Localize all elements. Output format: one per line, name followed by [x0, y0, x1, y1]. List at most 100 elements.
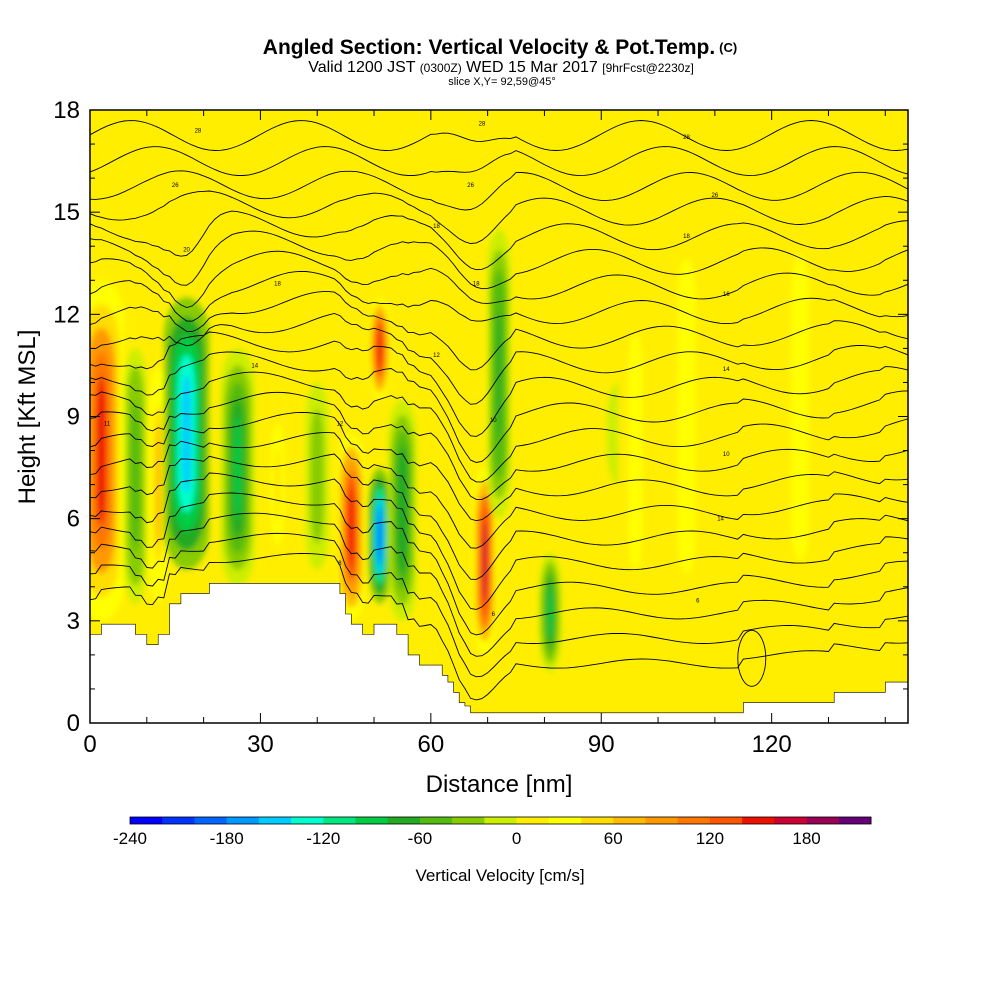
theta-contour — [90, 411, 908, 522]
colorbar-swatch — [452, 817, 485, 824]
theta-contour — [90, 492, 908, 636]
colorbar-swatch — [838, 817, 872, 824]
colorbar-swatch — [162, 817, 195, 824]
contour-label: 18 — [683, 234, 690, 240]
velocity-band — [631, 360, 639, 541]
velocity-band — [482, 520, 488, 603]
velocity-cell — [220, 348, 255, 587]
valid-forecast: [9hrFcst@2230z] — [602, 61, 694, 75]
x-tick-label: 60 — [417, 731, 444, 758]
contour-label: 16 — [723, 292, 730, 298]
contour-label: 6 — [492, 612, 496, 618]
contour-label: 20 — [183, 248, 190, 254]
velocity-band — [275, 447, 280, 523]
y-tick-label: 0 — [67, 710, 80, 737]
velocity-cell — [663, 144, 710, 689]
colorbar-swatch — [581, 817, 614, 824]
velocity-cell — [337, 433, 366, 621]
velocity-cell — [618, 246, 653, 655]
velocity-band — [681, 296, 692, 537]
x-tick-label: 120 — [752, 731, 792, 758]
contour-label: 28 — [683, 135, 690, 141]
theta-contour — [90, 250, 908, 308]
valid-time-line: Valid 1200 JST (0300Z) WED 15 Mar 2017 [… — [2, 60, 1000, 76]
theta-contour — [90, 170, 908, 211]
chart-header: Angled Section: Vertical Velocity & Pot.… — [0, 36, 1000, 88]
contour-label: 18 — [274, 282, 281, 288]
theta-contour-closed — [737, 629, 767, 687]
velocity-band — [377, 325, 382, 371]
contour-label: 12 — [337, 421, 344, 427]
theta-contour — [90, 532, 908, 678]
velocity-band — [314, 434, 320, 518]
velocity-band — [547, 586, 553, 639]
colorbar-tick-label: 60 — [604, 829, 623, 848]
x-tick-label: 30 — [247, 731, 274, 758]
contour-label: 8 — [338, 561, 342, 567]
colorbar-swatch — [516, 817, 550, 824]
theta-contour — [90, 553, 908, 701]
colorbar-swatch — [323, 817, 357, 824]
colorbar-tick-label: -60 — [408, 829, 433, 848]
colorbar-swatch — [355, 817, 389, 824]
theta-contour — [90, 210, 908, 271]
y-tick-label: 12 — [53, 301, 80, 328]
contour-label: 14 — [723, 367, 730, 373]
velocity-band — [182, 373, 192, 494]
y-tick-label: 9 — [67, 404, 80, 431]
contour-label: 28 — [479, 122, 486, 128]
colorbar-swatch — [258, 817, 292, 824]
colorbar-tick-label: -120 — [306, 829, 340, 848]
y-tick-label: 18 — [53, 97, 80, 124]
velocity-field — [90, 144, 823, 689]
colorbar-border — [129, 816, 872, 825]
theta-contour — [90, 453, 908, 580]
contour-label: 26 — [172, 183, 179, 189]
velocity-cell — [777, 144, 823, 672]
velocity-cell — [368, 297, 392, 400]
velocity-cell — [163, 297, 210, 570]
theta-contour — [90, 120, 908, 151]
theta-contour — [90, 270, 908, 325]
colorbar-swatch — [806, 817, 840, 824]
velocity-cell — [124, 348, 147, 604]
colorbar-title: Vertical Velocity [cm/s] — [415, 866, 584, 885]
contour-label: 28 — [195, 128, 202, 134]
y-tick-label: 3 — [67, 608, 80, 635]
contour-label: 10 — [723, 452, 730, 458]
velocity-band — [377, 505, 382, 566]
x-tick-label: 90 — [588, 731, 615, 758]
chart-title-line: Angled Section: Vertical Velocity & Pot.… — [0, 36, 1000, 60]
contour-label: 10 — [490, 418, 497, 424]
contour-label: 6 — [696, 598, 700, 604]
slice-info: slice X,Y= 92,59@45° — [448, 76, 556, 88]
x-axis: 0 30 60 90 120 — [83, 110, 886, 758]
y-axis-title: Height [Kft MSL] — [14, 330, 41, 505]
theta-contour — [90, 391, 908, 500]
colorbar-swatch — [130, 817, 163, 824]
contour-label: 14 — [251, 363, 258, 369]
contour-label: 26 — [467, 183, 474, 189]
contour-label: 18 — [473, 282, 480, 288]
velocity-cell — [487, 229, 511, 519]
colorbar-swatch — [291, 817, 324, 824]
y-tick-label: 6 — [67, 506, 80, 533]
theta-contour — [90, 291, 908, 371]
velocity-cell — [90, 280, 125, 621]
colorbar-tick-label: 0 — [512, 829, 521, 848]
velocity-cell — [305, 382, 329, 570]
velocity-band — [496, 310, 502, 438]
contour-label: 18 — [433, 224, 440, 230]
theta-contour — [90, 190, 908, 244]
colorbar-swatch — [742, 817, 775, 824]
theta-contour — [90, 472, 908, 610]
contour-label: 14 — [717, 517, 724, 523]
colorbar-swatch — [645, 817, 679, 824]
theta-contour — [90, 313, 908, 405]
terrain-mask — [90, 583, 908, 723]
colorbar-tick-label: 180 — [792, 829, 820, 848]
theta-contour — [90, 230, 908, 290]
colorbar-swatch — [677, 817, 711, 824]
y-tick-label: 15 — [53, 199, 80, 226]
